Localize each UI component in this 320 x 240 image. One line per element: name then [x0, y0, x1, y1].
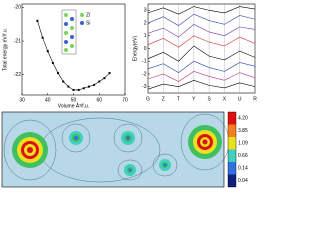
energy-point [108, 72, 111, 75]
energy-point [103, 77, 106, 80]
x-tick-label: 50 [71, 97, 77, 103]
x-tick-label: 30 [19, 97, 25, 103]
legend-label: Si [86, 20, 90, 26]
colorbar-swatch [228, 174, 236, 187]
crystal-inset [61, 9, 77, 55]
colorbar-swatch [228, 149, 236, 162]
energy-point [77, 88, 80, 91]
y-tick-label: -21 [14, 38, 21, 44]
legend-marker [80, 13, 84, 17]
x-tick-label: R [253, 96, 257, 102]
band-line [147, 45, 256, 62]
band-line [147, 60, 256, 74]
band-line [147, 6, 256, 15]
y-tick-label: -22 [14, 72, 21, 78]
energy-point [87, 85, 90, 88]
x-tick-label: U [238, 96, 242, 102]
y-axis-label: Total energy eV/f.u. [2, 28, 8, 71]
band-line [147, 23, 256, 38]
colorbar-swatch [228, 137, 236, 150]
colorbar-label: 3.85 [238, 128, 248, 134]
colorbar-label: 1.09 [238, 141, 248, 147]
energy-point [36, 19, 39, 22]
x-tick-label: S [207, 96, 211, 102]
y-axis-label: Energy(eV) [132, 36, 138, 62]
energy-point [72, 88, 75, 91]
energy-point [51, 61, 54, 64]
y-tick-label: -20 [14, 5, 21, 11]
band-line [147, 79, 256, 90]
energy-point [93, 83, 96, 86]
y-tick-label: -1 [142, 59, 147, 65]
band-line [147, 71, 256, 82]
energy-point [62, 80, 65, 83]
contour-map [1, 111, 230, 188]
colorbar-frame [227, 111, 237, 188]
colorbar-label: 0.14 [238, 166, 248, 172]
energy-point [98, 80, 101, 83]
x-tick-label: Y [192, 96, 196, 102]
energy-point [57, 72, 60, 75]
legend-marker [80, 21, 84, 25]
colorbar-swatch [228, 112, 236, 125]
x-axis-label: Volume Å³/f.u. [58, 102, 89, 109]
y-tick-label: -2 [142, 71, 147, 77]
x-tick-label: 60 [96, 97, 102, 103]
band-line [147, 13, 256, 26]
y-tick-label: 1 [144, 33, 147, 39]
colorbar-label: 0.04 [238, 178, 248, 184]
y-tick-label: 0 [144, 46, 147, 52]
energy-point [41, 36, 44, 39]
y-tick-label: 2 [144, 20, 147, 26]
x-tick-label: Z [162, 96, 165, 102]
energy-point [67, 85, 70, 88]
x-tick-label: 70 [122, 97, 128, 103]
energy-point [46, 50, 49, 53]
legend-label: Zr [86, 12, 91, 18]
y-tick-label: 3 [144, 8, 147, 14]
colorbar-label: 0.66 [238, 153, 248, 159]
colorbar-swatch [228, 124, 236, 137]
x-tick-label: T [177, 96, 180, 102]
x-tick-label: G [146, 96, 150, 102]
center-left [12, 132, 48, 168]
band-line [147, 35, 256, 48]
energy-point [82, 87, 85, 90]
x-tick-label: X [223, 96, 227, 102]
y-tick-label: -3 [142, 84, 147, 90]
colorbar-swatch [228, 162, 236, 175]
x-tick-label: 40 [45, 97, 51, 103]
colorbar-label: 4.20 [238, 116, 248, 122]
